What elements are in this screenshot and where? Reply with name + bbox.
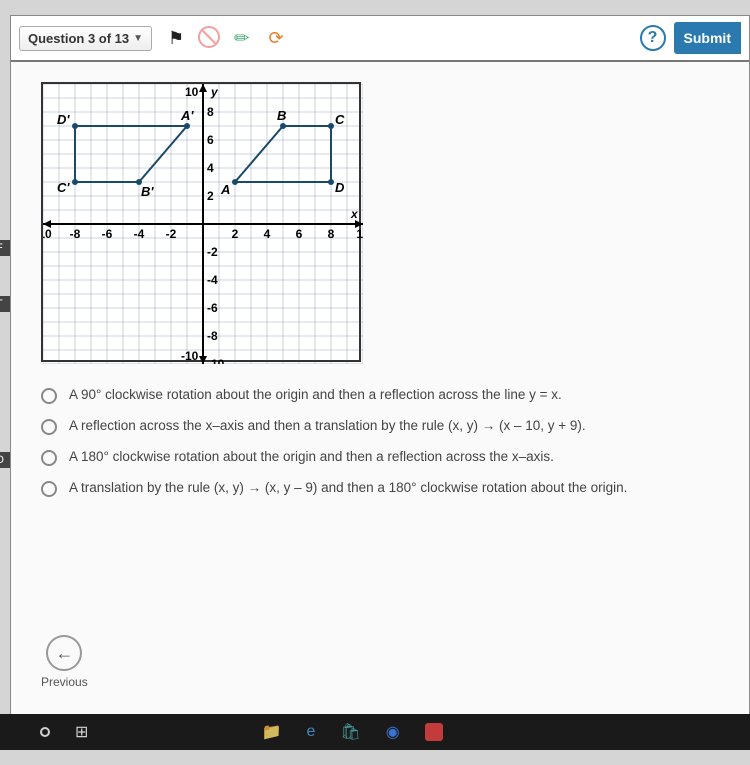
pencil-icon[interactable]: ✎	[225, 21, 259, 55]
sidebar-marker: T	[0, 296, 10, 312]
sidebar-marker: F	[0, 240, 10, 256]
svg-text:-10: -10	[43, 227, 52, 241]
svg-text:-8: -8	[207, 329, 218, 343]
svg-text:C: C	[335, 112, 345, 127]
svg-text:2: 2	[232, 227, 239, 241]
quiz-window: Question 3 of 13 ▼ ⚑ ✎ ⟳ ? Submit -10-10…	[10, 15, 750, 750]
svg-text:-10: -10	[181, 349, 199, 363]
taskbar: ⊞ 📁 e 🛍 ◉ 人	[0, 714, 750, 750]
svg-text:6: 6	[296, 227, 303, 241]
svg-text:-4: -4	[207, 273, 218, 287]
svg-text:-4: -4	[134, 227, 145, 241]
radio-icon	[41, 481, 57, 497]
app-icon[interactable]: 人	[425, 723, 443, 741]
svg-text:10: 10	[356, 227, 363, 241]
toolbar: Question 3 of 13 ▼ ⚑ ✎ ⟳ ? Submit	[11, 16, 749, 62]
svg-text:D: D	[335, 180, 345, 195]
option-text: A 90° clockwise rotation about the origi…	[69, 387, 562, 402]
svg-text:x: x	[350, 207, 359, 221]
option-row[interactable]: A reflection across the x–axis and then …	[41, 418, 719, 435]
refresh-icon[interactable]: ⟳	[264, 26, 288, 50]
svg-text:-6: -6	[207, 301, 218, 315]
folder-icon[interactable]: 📁	[262, 722, 282, 742]
task-view-icon[interactable]: ⊞	[75, 722, 88, 742]
option-row[interactable]: A 180° clockwise rotation about the orig…	[41, 449, 719, 466]
svg-text:-6: -6	[102, 227, 113, 241]
svg-text:A': A'	[180, 108, 194, 123]
svg-text:4: 4	[207, 161, 214, 175]
store-icon[interactable]: 🛍	[340, 722, 360, 742]
svg-text:-10: -10	[207, 357, 225, 364]
svg-text:8: 8	[207, 105, 214, 119]
svg-text:B: B	[277, 108, 286, 123]
svg-text:10: 10	[185, 85, 199, 99]
svg-text:6: 6	[207, 133, 214, 147]
arrow-left-icon: ←	[46, 635, 82, 671]
option-text: A reflection across the x–axis and then …	[69, 418, 586, 433]
caret-down-icon: ▼	[133, 33, 143, 44]
svg-text:-2: -2	[207, 245, 218, 259]
previous-nav[interactable]: ← Previous	[41, 635, 88, 689]
svg-text:y: y	[210, 85, 219, 99]
app-icon[interactable]: ◉	[386, 722, 400, 742]
svg-text:4: 4	[264, 227, 271, 241]
answer-options: A 90° clockwise rotation about the origi…	[41, 387, 719, 497]
clear-icon[interactable]	[198, 26, 220, 48]
svg-text:D': D'	[57, 112, 70, 127]
option-text: A 180° clockwise rotation about the orig…	[69, 449, 554, 464]
radio-icon	[41, 450, 57, 466]
svg-text:A: A	[220, 182, 230, 197]
flag-icon[interactable]: ⚑	[164, 26, 188, 50]
option-row[interactable]: A 90° clockwise rotation about the origi…	[41, 387, 719, 404]
radio-icon	[41, 419, 57, 435]
svg-text:8: 8	[328, 227, 335, 241]
radio-icon	[41, 388, 57, 404]
svg-text:2: 2	[207, 189, 214, 203]
question-label: Question 3 of 13	[28, 31, 129, 46]
option-text: A translation by the rule (x, y) → (x, y…	[69, 480, 627, 495]
help-button[interactable]: ?	[640, 25, 666, 51]
edge-icon[interactable]: e	[306, 723, 315, 741]
svg-text:-2: -2	[166, 227, 177, 241]
svg-text:C': C'	[57, 180, 70, 195]
question-selector[interactable]: Question 3 of 13 ▼	[19, 26, 152, 51]
previous-label: Previous	[41, 675, 88, 689]
coordinate-graph: -10 -10 -8 -8 -6 -6 -4 -4 -2 -2 2 2 4 4 6 6 8 8 10 10 y x -10 A…	[41, 82, 361, 362]
sidebar-marker: D	[0, 452, 10, 468]
option-row[interactable]: A translation by the rule (x, y) → (x, y…	[41, 480, 719, 497]
svg-text:-8: -8	[70, 227, 81, 241]
svg-text:B': B'	[141, 184, 154, 199]
submit-button[interactable]: Submit	[674, 22, 741, 54]
cortana-icon[interactable]	[40, 727, 50, 737]
